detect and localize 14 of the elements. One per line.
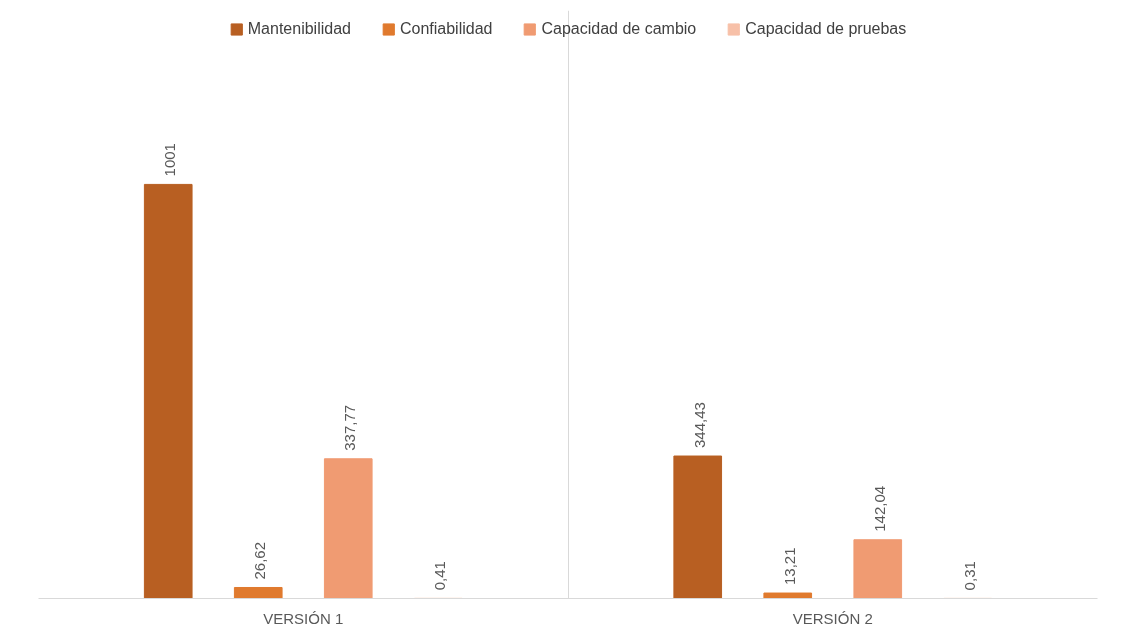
legend-label: Capacidad de cambio xyxy=(541,20,697,38)
x-tick-label: VERSIÓN 2 xyxy=(792,609,873,627)
data-label: 13,21 xyxy=(780,547,798,586)
data-label: 142,04 xyxy=(870,485,888,532)
data-label: 1001 xyxy=(161,143,179,177)
data-label: 0,41 xyxy=(431,561,449,591)
data-label: 344,43 xyxy=(690,402,708,449)
legend-label: Capacidad de pruebas xyxy=(745,20,907,38)
data-label: 337,77 xyxy=(341,404,359,451)
data-label: 0,31 xyxy=(960,561,978,591)
legend-label: Mantenibilidad xyxy=(247,20,351,38)
legend-label: Confiabilidad xyxy=(399,20,493,38)
data-label: 26,62 xyxy=(251,541,269,580)
x-tick-label: VERSIÓN 1 xyxy=(263,609,344,627)
